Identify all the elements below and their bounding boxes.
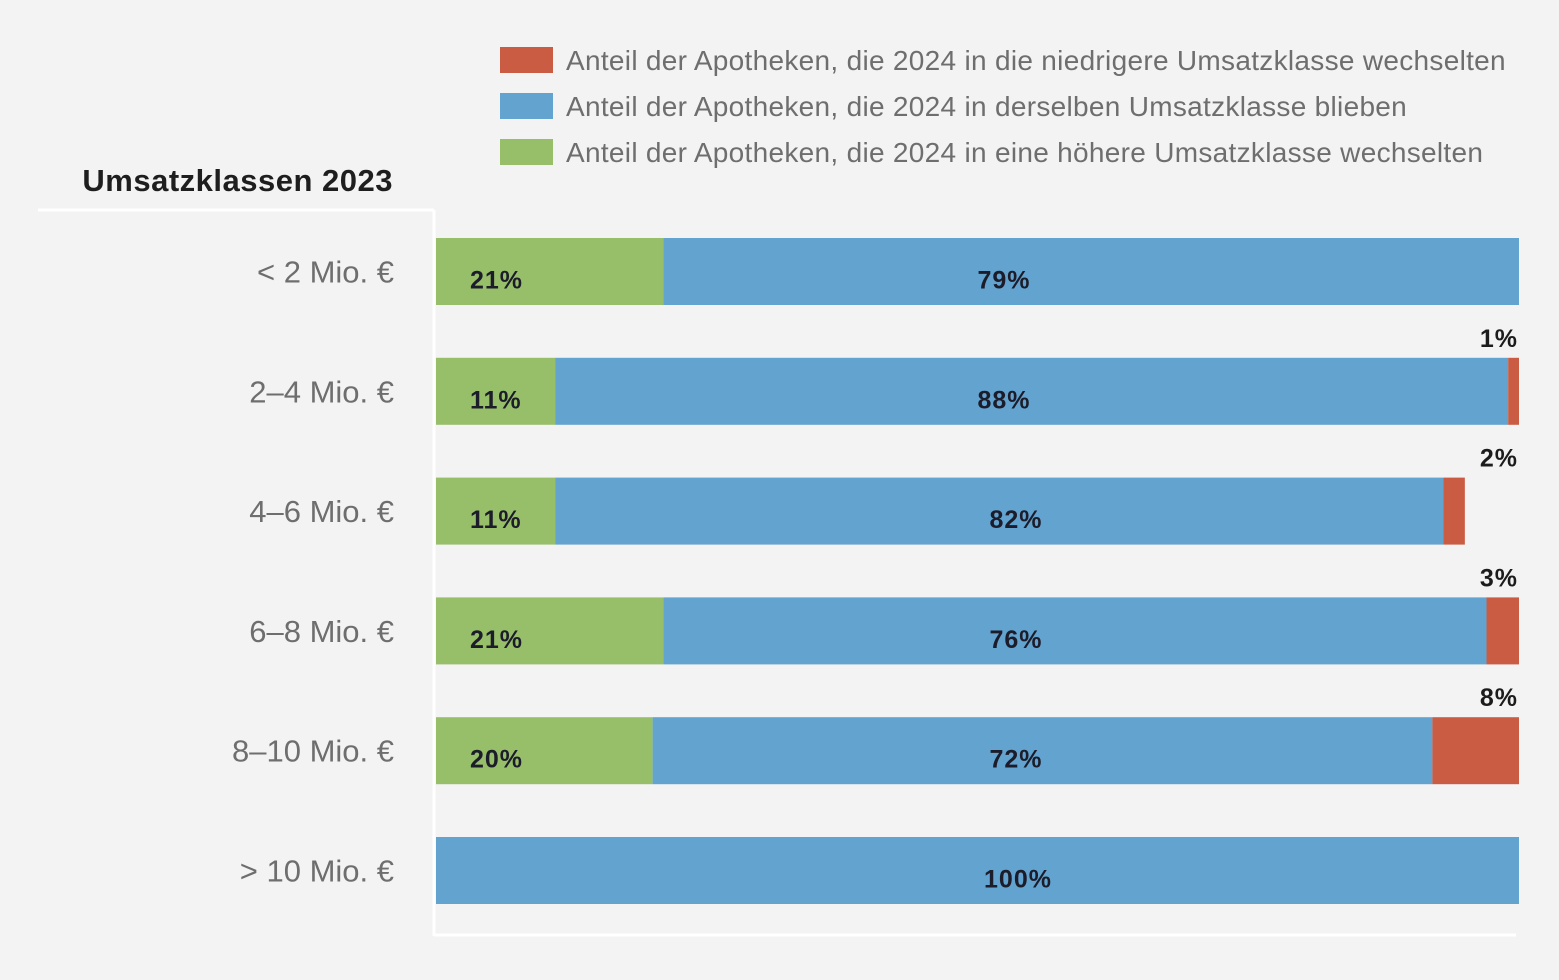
- legend-label: Anteil der Apotheken, die 2024 in eine h…: [566, 137, 1483, 168]
- bar-segment: [555, 477, 1444, 545]
- data-label: 88%: [977, 386, 1030, 414]
- category-label: 2–4 Mio. €: [249, 374, 394, 409]
- bar-segment: [1432, 717, 1519, 785]
- bar-segment: [663, 597, 1487, 665]
- bar-segment: [1443, 477, 1465, 545]
- data-label: 1%: [1480, 325, 1518, 353]
- bar-segment: [436, 717, 653, 785]
- data-label: 8%: [1480, 684, 1518, 712]
- data-label: 21%: [470, 267, 523, 295]
- data-label: 79%: [977, 267, 1030, 295]
- bars: < 2 Mio. € 21% 79% 2–4 Mio. € 11% 88% 1% 4–6 Mi…: [232, 238, 1519, 904]
- legend-swatch: [500, 139, 553, 165]
- category-label: > 10 Mio. €: [240, 854, 394, 889]
- category-label: 8–10 Mio. €: [232, 734, 394, 769]
- bar-segment: [1508, 357, 1519, 425]
- data-label: 82%: [989, 506, 1042, 534]
- data-label: 3%: [1480, 564, 1518, 592]
- category-label: < 2 Mio. €: [257, 255, 394, 290]
- legend-swatch: [500, 47, 553, 73]
- bar-segment: [436, 357, 556, 425]
- data-label: 100%: [984, 866, 1052, 894]
- category-label: 6–8 Mio. €: [249, 614, 394, 649]
- data-label: 76%: [989, 626, 1042, 654]
- bar-segment: [436, 238, 664, 305]
- data-label: 2%: [1480, 445, 1518, 473]
- bar-segment: [652, 717, 1433, 785]
- bar-segment: [436, 477, 556, 545]
- bar-segment: [436, 597, 664, 665]
- legend: Anteil der Apotheken, die 2024 in die ni…: [500, 45, 1506, 168]
- data-label: 11%: [470, 386, 522, 414]
- data-label: 72%: [989, 746, 1042, 774]
- category-label: 4–6 Mio. €: [249, 494, 394, 529]
- bar-segment: [663, 238, 1519, 305]
- bar-segment: [555, 357, 1509, 425]
- bar-segment: [1486, 597, 1519, 665]
- legend-label: Anteil der Apotheken, die 2024 in die ni…: [566, 45, 1506, 76]
- legend-swatch: [500, 93, 553, 119]
- legend-label: Anteil der Apotheken, die 2024 in dersel…: [566, 91, 1407, 122]
- data-label: 21%: [470, 626, 523, 654]
- chart-title: Umsatzklassen 2023: [82, 163, 393, 198]
- bar-segment: [436, 837, 1519, 904]
- data-label: 20%: [470, 746, 523, 774]
- data-label: 11%: [470, 506, 522, 534]
